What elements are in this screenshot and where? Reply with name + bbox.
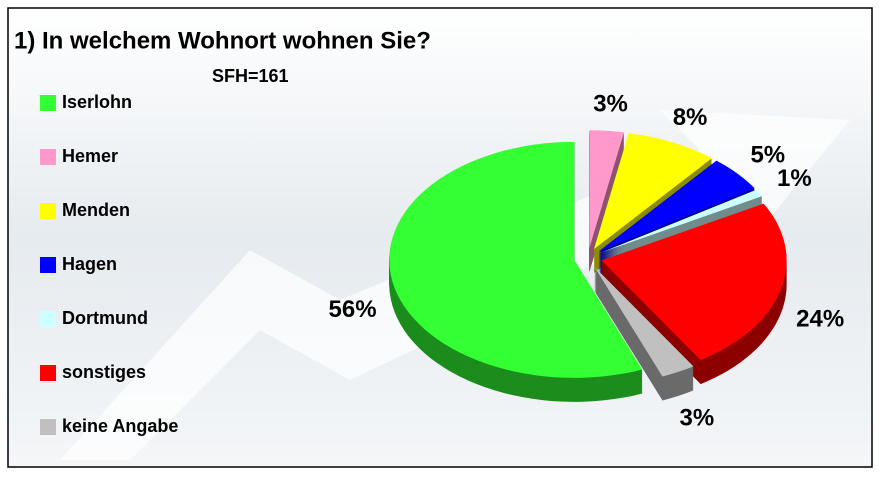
slice [589, 130, 624, 249]
data-label: 5% [750, 142, 785, 169]
chart-title: 1) In welchem Wohnort wohnen Sie? [14, 27, 431, 54]
slice [594, 266, 694, 377]
legend-swatch [40, 311, 56, 327]
chart-subtitle: SFH=161 [212, 66, 289, 86]
data-label: 3% [679, 404, 714, 431]
legend-swatch [40, 149, 56, 165]
data-label: 56% [329, 296, 377, 323]
legend-swatch [40, 257, 56, 273]
legend-swatch [40, 365, 56, 381]
legend-label: Menden [62, 200, 130, 220]
data-label: 8% [673, 104, 708, 131]
slice [389, 141, 643, 378]
legend-label: Dortmund [62, 308, 148, 328]
legend-swatch [40, 95, 56, 111]
legend-label: Hemer [62, 146, 118, 166]
slice [598, 160, 755, 252]
slice [600, 189, 763, 254]
legend-swatch [40, 203, 56, 219]
slice [601, 203, 787, 361]
slice [593, 133, 712, 250]
data-label: 1% [777, 165, 812, 192]
legend-label: keine Angabe [62, 416, 178, 436]
legend-label: sonstiges [62, 362, 146, 382]
data-label: 3% [593, 90, 628, 117]
data-label: 24% [796, 306, 844, 333]
legend-swatch [40, 419, 56, 435]
legend-label: Iserlohn [62, 92, 132, 112]
legend-label: Hagen [62, 254, 117, 274]
